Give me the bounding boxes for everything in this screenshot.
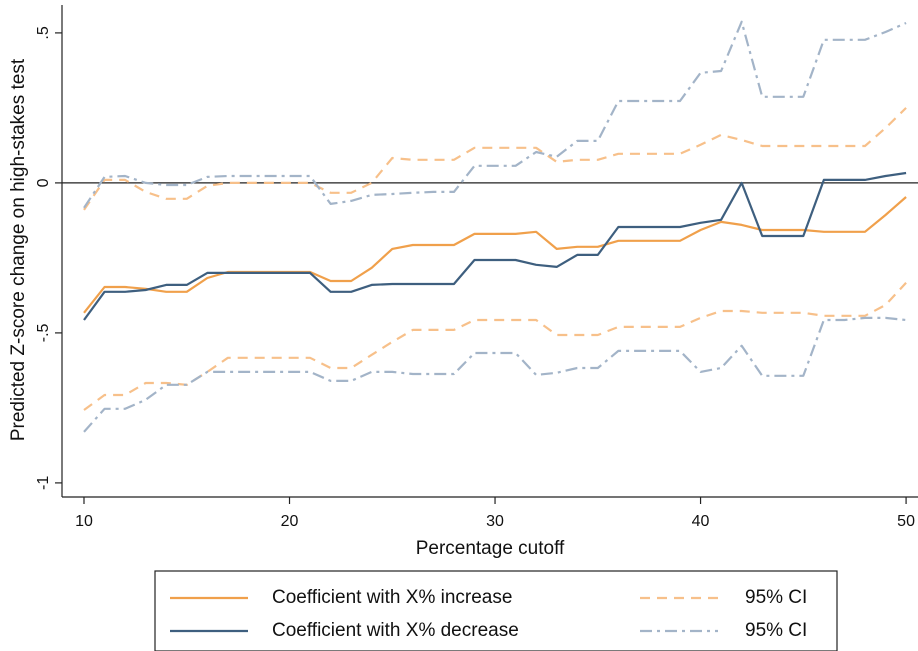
series-line xyxy=(83,282,907,411)
legend-label: Coefficient with X% decrease xyxy=(272,620,519,641)
legend-label: 95% CI xyxy=(745,620,807,641)
series-line xyxy=(83,20,907,209)
legend-label: Coefficient with X% increase xyxy=(272,587,512,608)
legend-label: 95% CI xyxy=(745,587,807,608)
y-axis-title: Predicted Z-score change on high-stakes … xyxy=(8,58,29,441)
x-axis-title: Percentage cutoff xyxy=(416,538,565,559)
y-tick-label: .5 xyxy=(35,26,52,39)
series-line xyxy=(83,171,907,321)
x-tick-label: 10 xyxy=(75,513,93,530)
x-tick-label: 20 xyxy=(281,513,299,530)
series-line xyxy=(83,196,907,314)
x-tick-label: 40 xyxy=(692,513,710,530)
y-tick-label: 0 xyxy=(35,178,52,187)
y-tick-label: -.5 xyxy=(35,323,52,342)
x-tick-label: 30 xyxy=(486,513,504,530)
x-tick-label: 50 xyxy=(897,513,915,530)
legend-box xyxy=(154,570,838,651)
y-tick-label: -1 xyxy=(35,476,52,490)
series-line xyxy=(83,316,907,433)
series-line xyxy=(83,107,907,211)
